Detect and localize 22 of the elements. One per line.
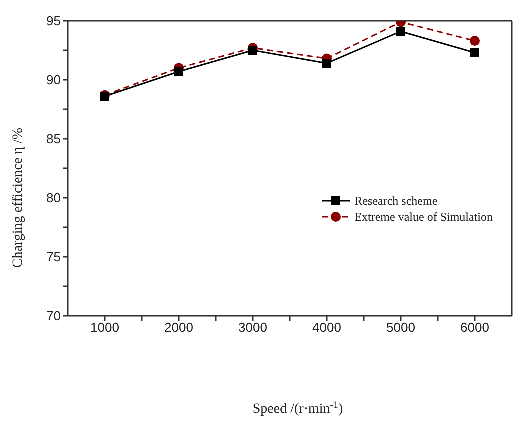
point — [396, 27, 406, 36]
y-tick-label: 85 — [46, 132, 61, 147]
y-tick-label: 70 — [46, 308, 61, 324]
point — [322, 58, 332, 68]
x-axis-title: Speed /(r·min$^{-1}$) — [252, 400, 344, 417]
y-tick-label: 75 — [46, 250, 61, 265]
point — [470, 36, 480, 46]
y-tick-label: 80 — [46, 190, 61, 206]
x-tick-label: 3000 — [238, 320, 268, 336]
x-tick-label: 6000 — [460, 320, 490, 336]
x-tick-label: 2000 — [164, 320, 194, 336]
x-tick-label: 4000 — [312, 320, 342, 336]
legend-label: Extreme value of Simulation — [354, 210, 493, 224]
point — [174, 67, 184, 76]
y-tick-label: 95 — [46, 14, 61, 29]
y-axis-title: Charging efficience η /% — [11, 128, 26, 268]
y-tick-label: 90 — [46, 72, 61, 88]
x-tick-label: 1000 — [90, 320, 120, 336]
point — [470, 48, 480, 58]
x-tick-label: 5000 — [386, 320, 416, 336]
legend-label: Research scheme — [354, 194, 438, 208]
point — [248, 46, 258, 55]
